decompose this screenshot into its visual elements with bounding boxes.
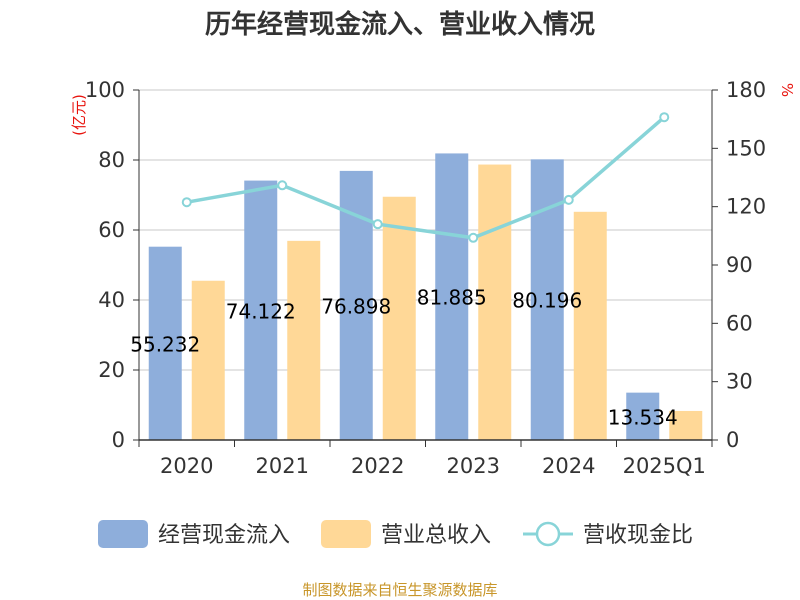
- revenue-bar: [287, 240, 321, 440]
- revenue-bar: [573, 211, 607, 440]
- x-tick-label: 2022: [351, 454, 404, 478]
- revenue-bar: [478, 164, 512, 441]
- left-tick-label: 100: [85, 78, 125, 102]
- right-tick-label: 30: [726, 370, 753, 394]
- right-axis-unit: %: [778, 83, 796, 97]
- legend-swatch-revenue: [321, 520, 371, 548]
- legend-marker-ratio: [535, 521, 561, 547]
- ratio-point: [277, 180, 288, 191]
- x-tick-label: 2023: [447, 454, 500, 478]
- left-tick-label: 0: [112, 428, 125, 452]
- x-tick-label: 2025Q1: [623, 454, 706, 478]
- cash-inflow-data-label: 55.232: [130, 332, 200, 356]
- legend: 经营现金流入 营业总收入 营收现金比: [98, 520, 693, 548]
- legend-swatch-cash-inflow: [98, 520, 148, 548]
- left-axis-unit: (亿元): [70, 94, 88, 136]
- right-tick-label: 120: [726, 195, 766, 219]
- revenue-bar: [382, 196, 416, 440]
- left-tick-label: 60: [98, 218, 125, 242]
- legend-label-cash-inflow: 经营现金流入: [158, 523, 290, 548]
- revenue-bar: [191, 280, 225, 440]
- legend-label-revenue: 营业总收入: [381, 523, 491, 548]
- ratio-point: [468, 232, 479, 243]
- left-tick-label: 80: [98, 148, 125, 172]
- ratio-line-path: [186, 115, 666, 240]
- revenue-bar: [669, 410, 703, 440]
- cash-inflow-data-label: 80.196: [512, 289, 582, 313]
- right-tick-label: 90: [726, 253, 753, 277]
- ratio-point: [659, 112, 670, 123]
- x-tick-label: 2024: [542, 454, 595, 478]
- left-tick-label: 20: [98, 358, 125, 382]
- data-labels: 55.232 74.122 76.898 81.885 80.196 13.534: [130, 286, 677, 430]
- axes: 0 20 40 60 80 100 0 30 60 90 120 150 180 2020 2021 2022…: [85, 78, 766, 478]
- ratio-point: [372, 219, 383, 230]
- cash-inflow-data-label: 76.898: [321, 294, 391, 318]
- ratio-line: [181, 112, 670, 243]
- cash-inflow-data-label: 81.885: [417, 286, 487, 310]
- right-tick-label: 150: [726, 136, 766, 160]
- right-tick-label: 0: [726, 428, 739, 452]
- bars: [148, 153, 703, 441]
- ratio-point: [181, 197, 192, 208]
- cash-inflow-bar: [148, 246, 182, 440]
- left-tick-label: 40: [98, 288, 125, 312]
- ratio-point: [563, 194, 574, 205]
- cash-inflow-bar: [435, 153, 469, 441]
- right-tick-label: 180: [726, 78, 766, 102]
- cash-inflow-data-label: 74.122: [226, 299, 296, 323]
- legend-label-ratio: 营收现金比: [583, 523, 693, 548]
- x-tick-label: 2021: [256, 454, 309, 478]
- source-note: 制图数据来自恒生聚源数据库: [302, 581, 497, 599]
- x-tick-label: 2020: [160, 454, 213, 478]
- cash-inflow-bar: [244, 180, 278, 440]
- cash-inflow-bar: [530, 159, 564, 440]
- cash-inflow-bar: [626, 392, 660, 440]
- cash-inflow-data-label: 13.534: [608, 405, 678, 429]
- chart-title: 历年经营现金流入、营业收入情况: [205, 9, 595, 40]
- right-tick-label: 60: [726, 311, 753, 335]
